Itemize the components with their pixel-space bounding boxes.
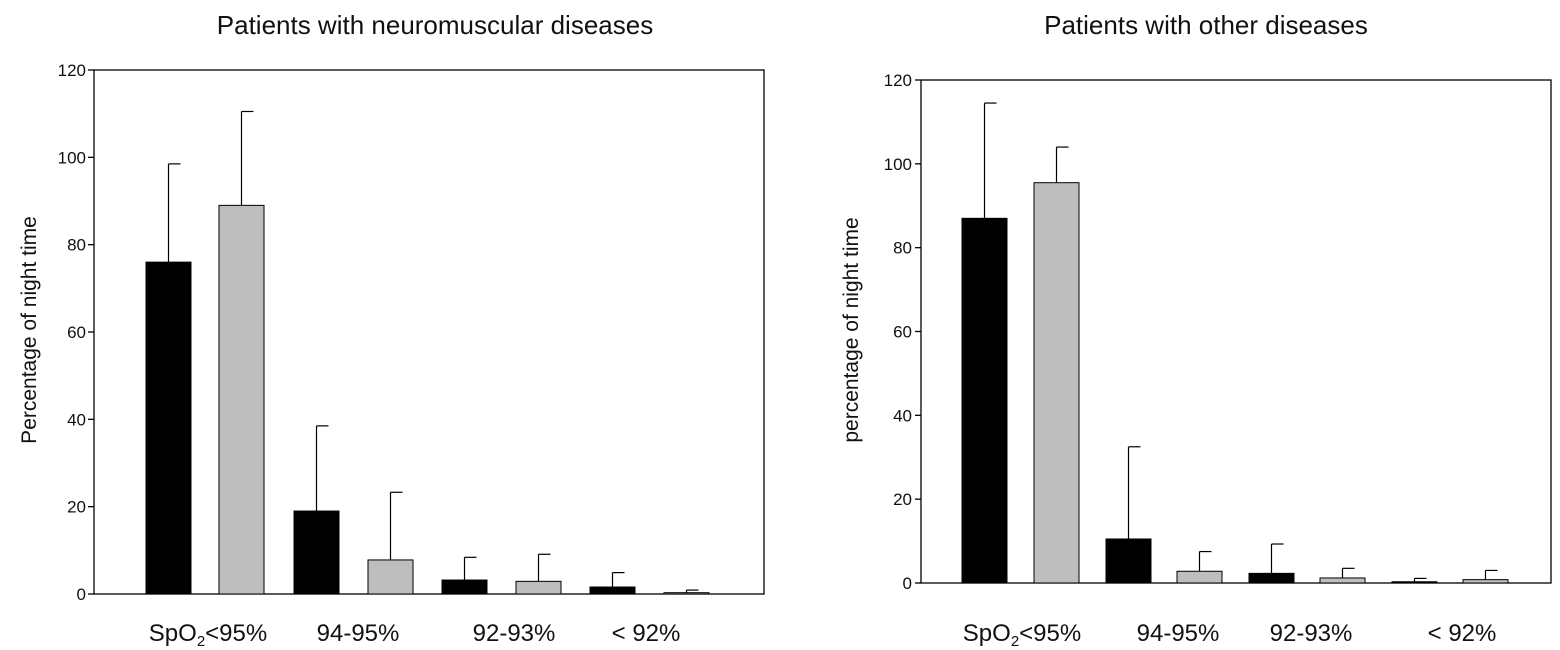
- chart-2-plot-frame: [920, 79, 1552, 584]
- chart-2-y-tick-label: 40: [893, 406, 912, 425]
- chart-2-bar: [961, 217, 1008, 584]
- chart-1-category-label: 94-95%: [317, 620, 400, 647]
- chart-1-y-axis-label: Percentage of night time: [18, 216, 41, 444]
- chart-2-title: Patients with other diseases: [1044, 10, 1368, 40]
- chart-1-bar: [145, 261, 192, 595]
- chart-1-y-tick-label: 40: [67, 410, 86, 429]
- chart-2-category-label: SpO2<95%: [963, 620, 1081, 650]
- chart-2-bar: [1105, 538, 1152, 584]
- chart-2-bar: [1033, 182, 1080, 584]
- chart-2-y-tick-label: 0: [903, 574, 912, 593]
- chart-1-y-tick-label: 80: [67, 236, 86, 255]
- chart-2-bar: [1462, 579, 1509, 584]
- chart-1-plot-frame: [93, 69, 765, 595]
- chart-1-bar: [589, 586, 636, 595]
- chart-1-bar: [293, 510, 340, 595]
- chart-1-bar: [218, 204, 265, 595]
- chart-1-y-tick-label: 60: [67, 323, 86, 342]
- chart-2-y-tick-label: 100: [884, 155, 912, 174]
- chart-1-category-label: 92-93%: [473, 620, 556, 647]
- chart-2-category-label: 94-95%: [1137, 620, 1220, 647]
- chart-1-y-tick-label: 20: [67, 498, 86, 517]
- chart-1-y-tick-label: 100: [58, 148, 86, 167]
- chart-2-y-tick-label: 60: [893, 323, 912, 342]
- chart-1-bar: [515, 580, 562, 595]
- chart-1-bar: [441, 579, 488, 595]
- chart-2-y-axis-label: percentage of night time: [840, 217, 863, 442]
- chart-2-bar: [1319, 577, 1366, 584]
- chart-1-y-tick-label: 0: [77, 585, 86, 604]
- chart-1-y-tick-label: 120: [58, 61, 86, 80]
- chart-2-y-tick-label: 80: [893, 239, 912, 258]
- chart-1-bar: [367, 559, 414, 595]
- chart-2-bar: [1176, 570, 1223, 584]
- chart-1-title: Patients with neuromuscular diseases: [217, 10, 653, 40]
- chart-2-bar: [1248, 572, 1295, 584]
- chart-2-bar: [1391, 581, 1438, 584]
- chart-1-category-label: SpO2<95%: [149, 620, 267, 650]
- chart-1-bar: [663, 592, 710, 595]
- chart-1-category-label: < 92%: [612, 620, 681, 647]
- chart-2-y-tick-label: 20: [893, 490, 912, 509]
- chart-2-category-label: < 92%: [1428, 620, 1497, 647]
- chart-2-y-tick-label: 120: [884, 71, 912, 90]
- chart-2-category-label: 92-93%: [1270, 620, 1353, 647]
